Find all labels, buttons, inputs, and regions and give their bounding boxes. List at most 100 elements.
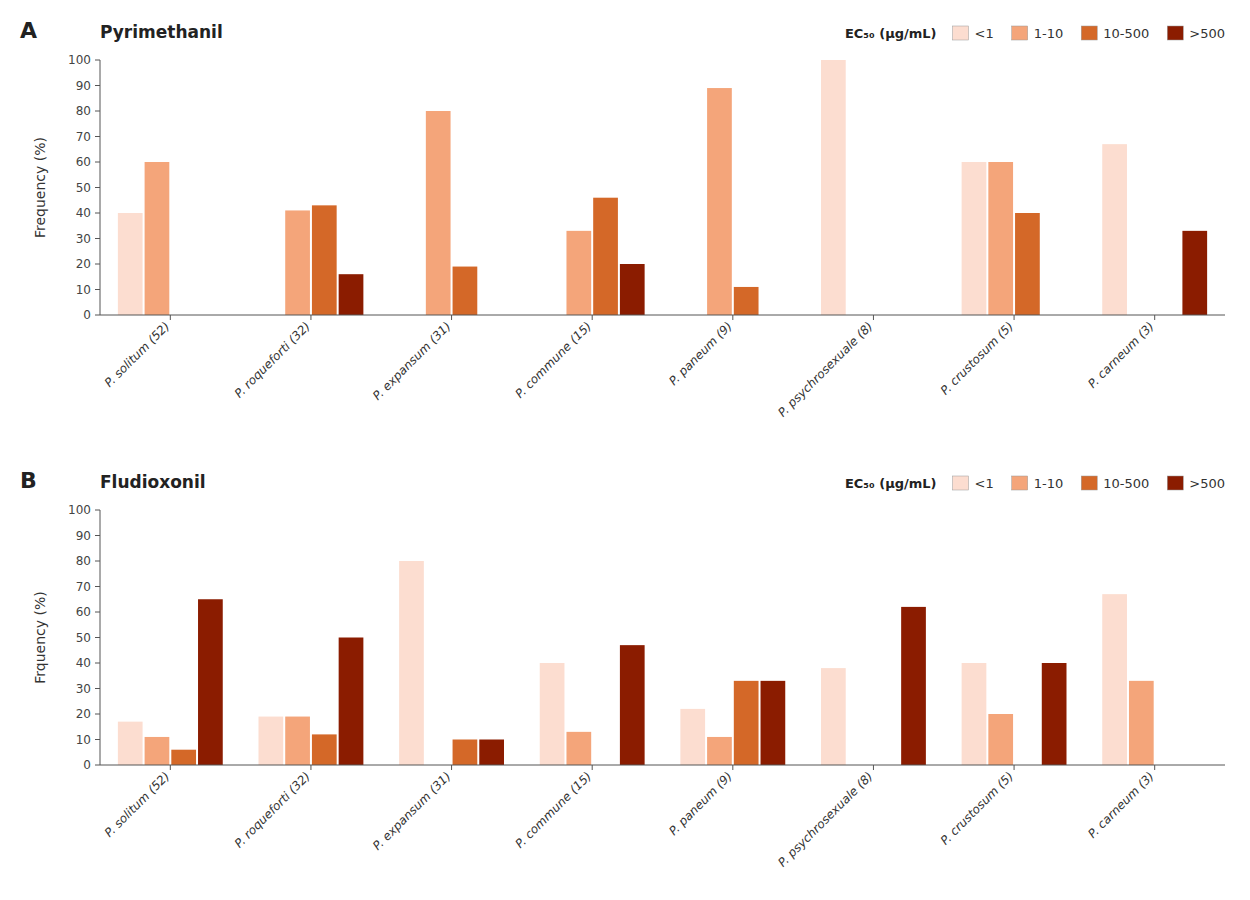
y-ticks: 0102030405060708090100 bbox=[68, 53, 100, 322]
legend-swatch bbox=[953, 476, 969, 490]
bar bbox=[1129, 681, 1154, 765]
bar bbox=[821, 60, 846, 315]
series bbox=[145, 681, 1154, 765]
y-tick bbox=[95, 187, 100, 188]
x-tick bbox=[1154, 315, 1155, 320]
x-tick bbox=[170, 765, 171, 770]
x-axis-line bbox=[100, 765, 1225, 766]
bar bbox=[399, 561, 424, 765]
panel: APyrimethanilFrequency (%)01020304050607… bbox=[20, 18, 1225, 420]
bar bbox=[339, 274, 364, 315]
bar bbox=[620, 645, 645, 765]
y-tick-label: 30 bbox=[76, 232, 91, 246]
y-tick-label: 60 bbox=[76, 155, 91, 169]
bar bbox=[426, 111, 451, 315]
panel: BFludioxonilFrquency (%)0102030405060708… bbox=[20, 468, 1225, 870]
y-tick bbox=[95, 637, 100, 638]
y-tick bbox=[95, 739, 100, 740]
bar bbox=[901, 607, 926, 765]
bar bbox=[988, 162, 1013, 315]
page: {"chart_data": [ {"type": "bar", "title"… bbox=[0, 0, 1250, 900]
y-tick-label: 100 bbox=[68, 503, 91, 517]
bar bbox=[707, 737, 732, 765]
legend-entry: >500 bbox=[1189, 26, 1225, 41]
bar bbox=[145, 737, 170, 765]
bar bbox=[171, 750, 196, 765]
y-axis-line bbox=[100, 510, 101, 765]
panel-label: B bbox=[20, 468, 37, 493]
y-tick-label: 100 bbox=[68, 53, 91, 67]
x-tick-label: P. psychrosexuale (8) bbox=[775, 769, 875, 869]
series bbox=[118, 60, 1127, 315]
legend-swatch bbox=[1012, 26, 1028, 40]
y-tick-label: 20 bbox=[76, 257, 91, 271]
y-tick-label: 80 bbox=[76, 104, 91, 118]
y-axis-label: Frequency (%) bbox=[32, 137, 48, 238]
bar bbox=[962, 663, 987, 765]
x-tick-label: P. commune (15) bbox=[513, 319, 595, 401]
x-tick-label: P. psychrosexuale (8) bbox=[775, 319, 875, 419]
y-axis-label: Frquency (%) bbox=[32, 591, 48, 683]
y-tick-label: 60 bbox=[76, 605, 91, 619]
y-tick-label: 90 bbox=[76, 529, 91, 543]
legend-entry: >500 bbox=[1189, 476, 1225, 491]
bar bbox=[1182, 231, 1207, 315]
legend: EC₅₀ (μg/mL)<11-1010-500>500 bbox=[845, 26, 1225, 41]
y-tick-label: 10 bbox=[76, 733, 91, 747]
bar bbox=[593, 198, 618, 315]
y-tick-label: 90 bbox=[76, 79, 91, 93]
series bbox=[339, 231, 1207, 315]
bar bbox=[707, 88, 732, 315]
bar bbox=[962, 162, 987, 315]
y-tick bbox=[95, 111, 100, 112]
y-tick bbox=[95, 238, 100, 239]
x-tick bbox=[310, 765, 311, 770]
figure: APyrimethanilFrequency (%)01020304050607… bbox=[0, 0, 1250, 900]
x-tick bbox=[873, 765, 874, 770]
y-tick-label: 40 bbox=[76, 656, 91, 670]
x-tick-label: P. carneum (3) bbox=[1085, 769, 1157, 841]
bar bbox=[285, 717, 310, 765]
legend-entry: <1 bbox=[975, 26, 994, 41]
y-tick-label: 70 bbox=[76, 130, 91, 144]
chart-title: Pyrimethanil bbox=[100, 22, 223, 42]
legend-swatch bbox=[1167, 26, 1183, 40]
bar bbox=[312, 205, 337, 315]
bar bbox=[680, 709, 705, 765]
bar bbox=[1015, 213, 1040, 315]
y-tick-label: 70 bbox=[76, 580, 91, 594]
x-tick-label: P. crustosum (5) bbox=[938, 769, 1016, 847]
x-tick bbox=[592, 765, 593, 770]
bar bbox=[620, 264, 645, 315]
y-tick-label: 0 bbox=[83, 758, 91, 772]
x-tick bbox=[732, 765, 733, 770]
y-tick bbox=[95, 714, 100, 715]
y-tick-label: 80 bbox=[76, 554, 91, 568]
bar bbox=[1102, 594, 1127, 765]
y-tick bbox=[95, 535, 100, 536]
y-tick bbox=[95, 663, 100, 664]
bar bbox=[821, 668, 846, 765]
series bbox=[171, 681, 758, 765]
series bbox=[145, 88, 1013, 315]
bar bbox=[312, 734, 337, 765]
legend-title: EC₅₀ (μg/mL) bbox=[845, 26, 937, 41]
legend-swatch bbox=[1167, 476, 1183, 490]
bar bbox=[118, 722, 143, 765]
y-tick bbox=[95, 586, 100, 587]
y-axis-line bbox=[100, 60, 101, 315]
y-tick bbox=[95, 213, 100, 214]
legend-entry: 1-10 bbox=[1034, 26, 1064, 41]
series bbox=[312, 198, 1040, 315]
y-tick-label: 20 bbox=[76, 707, 91, 721]
y-ticks: 0102030405060708090100 bbox=[68, 503, 100, 772]
x-tick-label: P. carneum (3) bbox=[1085, 319, 1157, 391]
x-tick bbox=[1014, 765, 1015, 770]
series bbox=[198, 599, 1066, 765]
x-tick-labels: P. solitum (52)P. roqueforti (32)P. expa… bbox=[102, 315, 1157, 420]
x-tick-label: P. paneum (9) bbox=[666, 319, 735, 388]
y-tick bbox=[95, 315, 100, 316]
bar bbox=[734, 287, 759, 315]
y-tick-label: 50 bbox=[76, 631, 91, 645]
x-tick bbox=[451, 315, 452, 320]
